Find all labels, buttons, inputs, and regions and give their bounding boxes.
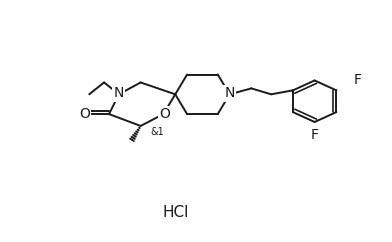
Text: HCl: HCl <box>162 205 189 220</box>
Text: N: N <box>114 86 124 100</box>
Text: O: O <box>79 107 90 121</box>
Text: F: F <box>310 128 319 142</box>
Text: N: N <box>225 86 235 100</box>
Text: F: F <box>353 74 361 87</box>
Text: O: O <box>159 107 170 121</box>
Text: &1: &1 <box>151 127 164 137</box>
